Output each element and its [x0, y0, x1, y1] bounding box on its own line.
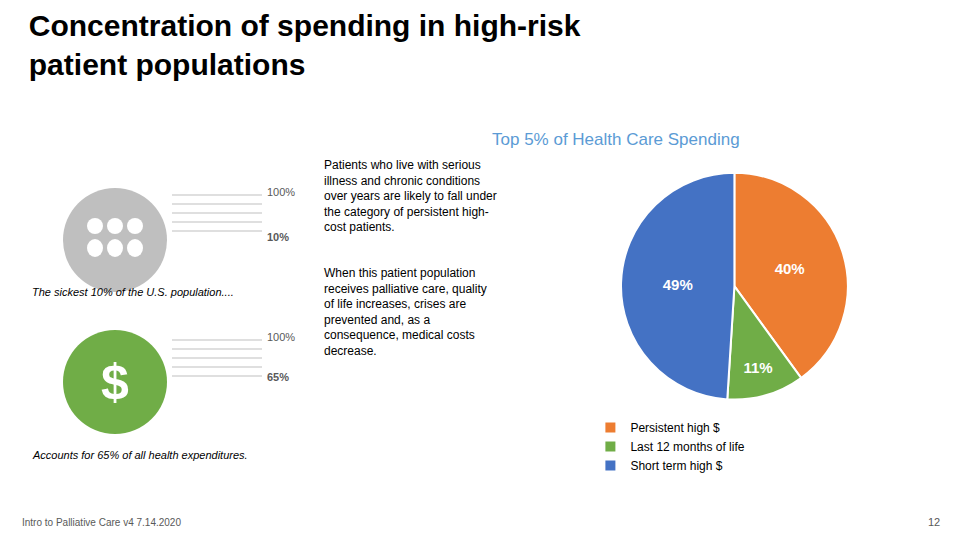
- svg-text:The sickest 10% of the U.S. po: The sickest 10% of the U.S. population..…: [32, 286, 234, 298]
- svg-text:12: 12: [928, 516, 940, 528]
- svg-text:65%: 65%: [267, 371, 289, 383]
- svg-text:Intro to Palliative Care v4 7.: Intro to Palliative Care v4 7.14.2020: [22, 517, 181, 528]
- svg-text:$: $: [101, 354, 129, 410]
- svg-text:100%: 100%: [267, 186, 295, 198]
- svg-text:Last 12 months of life: Last 12 months of life: [630, 440, 744, 454]
- svg-text:Concentration of spending in h: Concentration of spending in high-riskpa…: [29, 9, 581, 81]
- svg-text:Short term high $: Short term high $: [630, 459, 722, 473]
- svg-text:11%: 11%: [743, 359, 772, 376]
- svg-text:Persistent high $: Persistent high $: [630, 421, 720, 435]
- svg-text:Accounts for 65% of all health: Accounts for 65% of all health expenditu…: [32, 449, 248, 461]
- svg-text:When this patient populationre: When this patient populationreceives pal…: [324, 266, 487, 358]
- svg-text:Top 5% of Health Care Spending: Top 5% of Health Care Spending: [492, 130, 740, 149]
- svg-text:40%: 40%: [775, 260, 805, 277]
- svg-text:100%: 100%: [267, 331, 295, 343]
- svg-text:Patients who live with serious: Patients who live with seriousillness an…: [324, 158, 497, 234]
- svg-text:10%: 10%: [267, 231, 289, 243]
- svg-text:49%: 49%: [663, 276, 693, 293]
